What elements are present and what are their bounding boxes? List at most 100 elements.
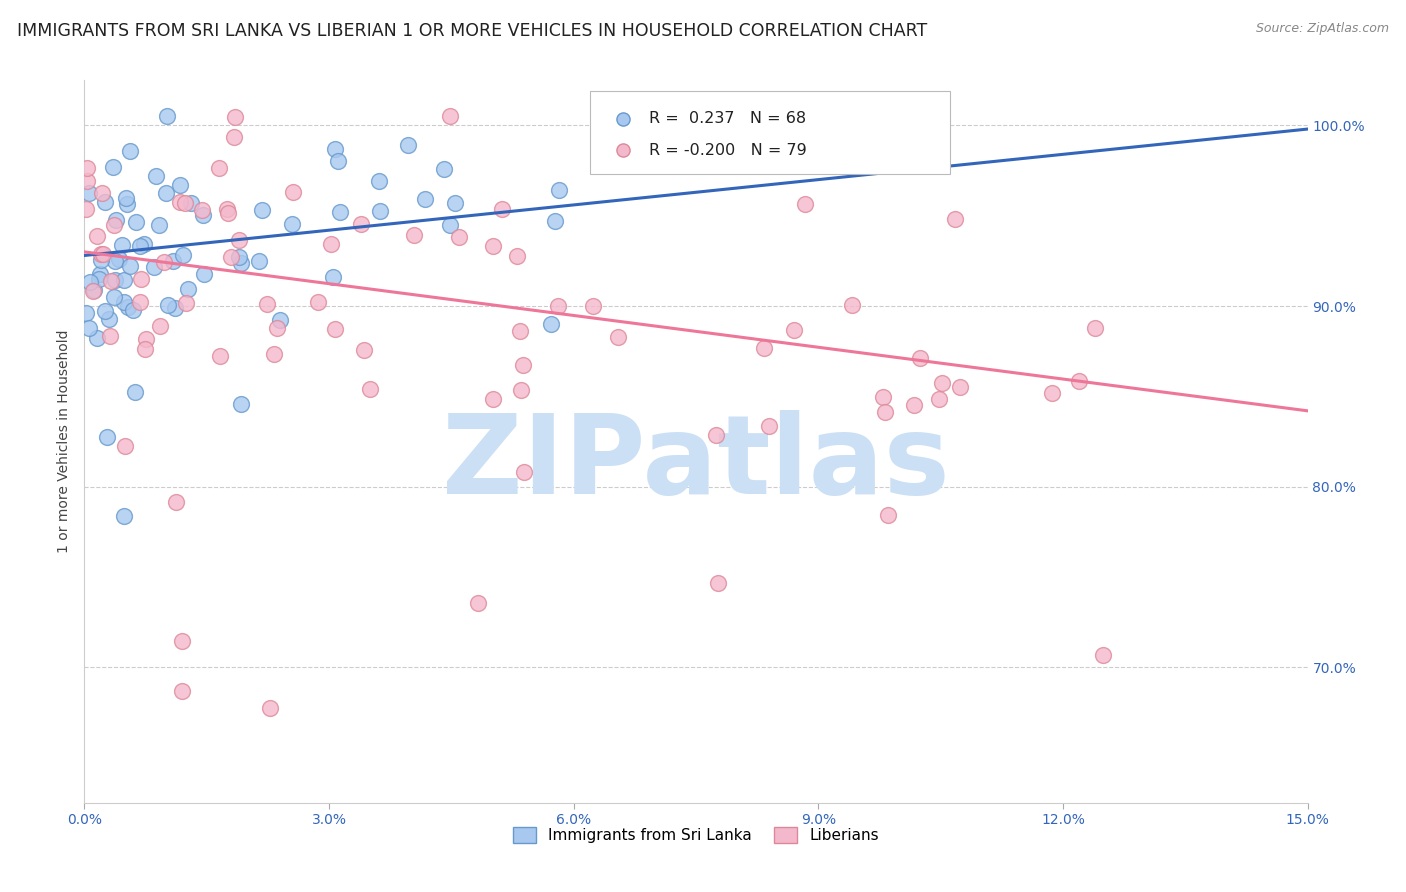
Point bbox=[224, 129, 246, 144]
Point bbox=[89, 267, 111, 281]
Point bbox=[103, 290, 125, 304]
Point bbox=[758, 419, 780, 434]
Point bbox=[143, 260, 166, 274]
Point bbox=[943, 212, 966, 227]
Point bbox=[193, 267, 215, 281]
Point bbox=[77, 186, 100, 200]
Text: Source: ZipAtlas.com: Source: ZipAtlas.com bbox=[1256, 22, 1389, 36]
Point bbox=[94, 194, 117, 209]
Point bbox=[505, 249, 527, 263]
Point bbox=[75, 202, 97, 216]
Point bbox=[112, 294, 135, 309]
Point bbox=[169, 195, 191, 210]
Point bbox=[98, 329, 121, 343]
Point bbox=[89, 272, 111, 286]
Point bbox=[307, 295, 329, 310]
Point bbox=[793, 197, 815, 211]
Point bbox=[433, 162, 456, 177]
Point bbox=[169, 178, 191, 192]
Point bbox=[283, 185, 305, 199]
Point bbox=[191, 202, 214, 217]
Point bbox=[444, 195, 467, 210]
Point bbox=[128, 239, 150, 253]
Point bbox=[191, 208, 214, 222]
Point bbox=[247, 253, 270, 268]
Point bbox=[396, 138, 419, 153]
Point bbox=[114, 273, 136, 287]
Point bbox=[548, 182, 571, 196]
Point bbox=[114, 439, 136, 453]
Point bbox=[491, 202, 513, 217]
Point bbox=[75, 306, 97, 320]
Point bbox=[135, 332, 157, 346]
Point bbox=[163, 301, 186, 316]
Point bbox=[259, 701, 281, 715]
Point bbox=[79, 276, 101, 290]
Point bbox=[350, 217, 373, 231]
Text: R = -0.200   N = 79: R = -0.200 N = 79 bbox=[650, 143, 807, 158]
Point bbox=[121, 303, 143, 318]
Point bbox=[228, 250, 250, 264]
Point bbox=[547, 299, 569, 313]
Text: IMMIGRANTS FROM SRI LANKA VS LIBERIAN 1 OR MORE VEHICLES IN HOUSEHOLD CORRELATIO: IMMIGRANTS FROM SRI LANKA VS LIBERIAN 1 … bbox=[17, 22, 927, 40]
Point bbox=[449, 230, 471, 244]
Point bbox=[439, 218, 461, 232]
Point bbox=[94, 304, 117, 318]
Point bbox=[112, 508, 135, 523]
Point bbox=[928, 392, 950, 406]
Point bbox=[101, 160, 124, 174]
Point bbox=[117, 300, 139, 314]
Point bbox=[467, 596, 489, 610]
Point bbox=[323, 322, 346, 336]
Point bbox=[153, 255, 176, 269]
Point bbox=[510, 383, 533, 397]
Point bbox=[540, 317, 562, 331]
Point bbox=[83, 283, 105, 297]
Point bbox=[180, 196, 202, 211]
Point bbox=[1067, 374, 1090, 388]
Point bbox=[413, 192, 436, 206]
Point bbox=[90, 247, 112, 261]
Point bbox=[582, 299, 605, 313]
Point bbox=[104, 273, 127, 287]
Point bbox=[250, 202, 273, 217]
Point bbox=[90, 253, 112, 268]
Point bbox=[124, 385, 146, 400]
Point bbox=[322, 269, 344, 284]
Point bbox=[208, 161, 231, 176]
Point bbox=[173, 196, 195, 211]
Point bbox=[103, 218, 125, 232]
Point bbox=[86, 229, 108, 244]
Point bbox=[115, 197, 138, 211]
Point bbox=[323, 142, 346, 156]
Point bbox=[368, 174, 391, 188]
Point bbox=[783, 323, 806, 337]
Point bbox=[606, 329, 628, 343]
Point bbox=[263, 347, 285, 361]
Point bbox=[155, 186, 177, 201]
Point bbox=[908, 351, 931, 366]
Point bbox=[229, 256, 252, 270]
Point bbox=[224, 110, 246, 124]
Point bbox=[134, 343, 156, 357]
Point bbox=[353, 343, 375, 358]
Point bbox=[217, 206, 239, 220]
Point bbox=[100, 274, 122, 288]
Point bbox=[170, 683, 193, 698]
Point bbox=[513, 465, 536, 479]
Point bbox=[208, 349, 231, 363]
Point bbox=[156, 109, 179, 123]
Point bbox=[134, 237, 156, 252]
Point bbox=[91, 247, 114, 261]
Point bbox=[231, 397, 253, 411]
Point bbox=[948, 380, 970, 394]
Point bbox=[1091, 648, 1114, 663]
Point bbox=[118, 260, 141, 274]
Point bbox=[86, 331, 108, 345]
Point bbox=[219, 250, 242, 264]
Point bbox=[704, 427, 727, 442]
Point bbox=[103, 253, 125, 268]
Legend: Immigrants from Sri Lanka, Liberians: Immigrants from Sri Lanka, Liberians bbox=[506, 822, 886, 849]
Point bbox=[873, 405, 896, 419]
Point bbox=[319, 236, 342, 251]
